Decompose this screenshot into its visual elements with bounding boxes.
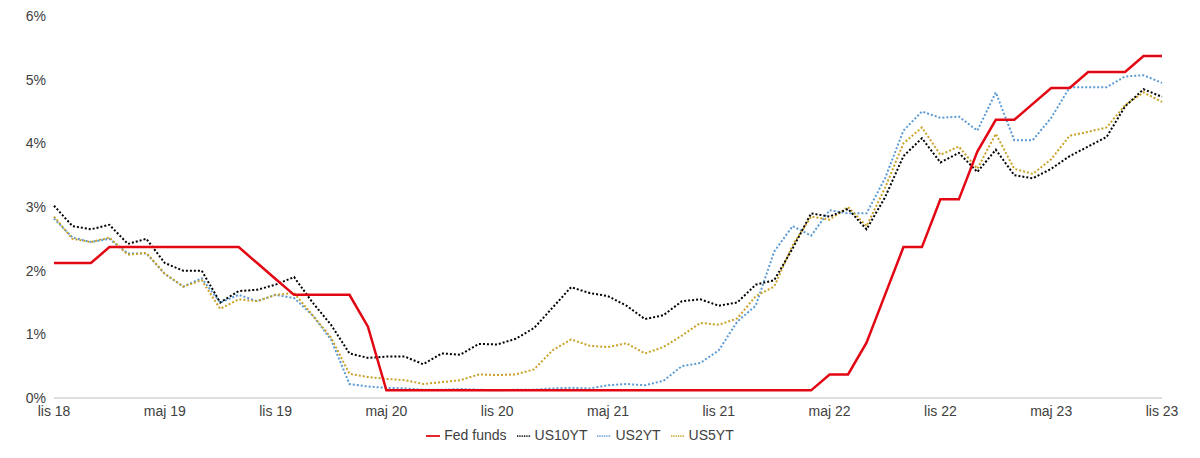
svg-text:4%: 4% [26, 135, 46, 151]
svg-text:5%: 5% [26, 72, 46, 88]
svg-text:lis 22: lis 22 [924, 403, 957, 419]
svg-text:lis 20: lis 20 [481, 403, 514, 419]
svg-text:lis 19: lis 19 [259, 403, 292, 419]
svg-text:lis 23: lis 23 [1146, 403, 1179, 419]
svg-text:lis 21: lis 21 [702, 403, 735, 419]
html-text:Fed funds: Fed funds [444, 427, 507, 443]
html-text:US5YT: US5YT [688, 427, 734, 443]
svg-text:3%: 3% [26, 199, 46, 215]
svg-text:2%: 2% [26, 263, 46, 279]
html-text:US2YT: US2YT [615, 427, 661, 443]
svg-text:lis 18: lis 18 [37, 402, 71, 419]
svg-text:maj 23: maj 23 [1030, 403, 1072, 419]
svg-text:maj 20: maj 20 [365, 403, 407, 419]
html-text:US10YT: US10YT [534, 427, 588, 443]
svg-text:1%: 1% [26, 326, 46, 342]
svg-text:maj 21: maj 21 [587, 403, 629, 419]
svg-text:6%: 6% [26, 8, 46, 24]
svg-text:maj 22: maj 22 [809, 403, 851, 419]
svg-text:maj 19: maj 19 [144, 403, 186, 419]
svg-text:0%: 0% [26, 390, 46, 406]
